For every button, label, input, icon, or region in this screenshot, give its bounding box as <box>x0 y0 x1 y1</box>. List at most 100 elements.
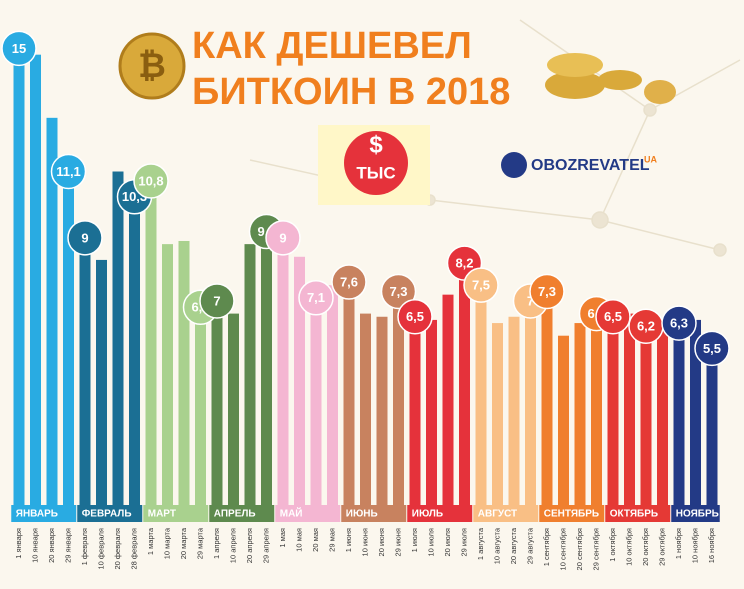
bar <box>442 294 454 522</box>
x-tick-label: 20 августа <box>509 527 518 564</box>
legend-label: ФЕВРАЛЬ <box>82 509 132 520</box>
value-label-bubble <box>529 273 565 310</box>
month-bands: ЯНВАРЬ ФЕВРАЛЬ МАРТ АПРЕЛЬ МАЙ ИЮНЬ ИЮЛЬ АВГУСТ… <box>11 505 720 522</box>
value-label: 6,5 <box>604 309 622 324</box>
x-tick-label: 29 июня <box>393 528 402 556</box>
badge-symbol: $ <box>369 131 383 158</box>
bar <box>459 263 470 522</box>
x-tick-label: 29 апреля <box>261 528 270 563</box>
x-tick-label: 20 июля <box>443 528 452 557</box>
x-tick-label: 20 мая <box>311 528 320 552</box>
logo-suffix: UA <box>644 154 657 164</box>
bar <box>30 54 41 523</box>
x-tick-label: 29 июля <box>459 528 468 557</box>
value-label: 7,3 <box>389 284 407 299</box>
x-tick-label: 29 марта <box>195 527 204 559</box>
title-line: КАК ДЕШЕВЕЛ <box>192 25 472 67</box>
value-label-bubble <box>298 280 334 316</box>
bar <box>13 48 25 522</box>
x-tick-label: 10 февраля <box>96 528 105 570</box>
value-label-bubble <box>694 330 730 367</box>
bar <box>409 316 421 522</box>
month-band <box>341 505 407 522</box>
x-tick-label: 10 июня <box>360 528 369 556</box>
x-tick-label: 10 января <box>30 528 39 563</box>
x-tick-label: 20 июня <box>377 528 386 556</box>
x-tick-label: 20 марта <box>179 527 188 559</box>
value-label-bubble <box>67 220 103 256</box>
x-tick-label: 20 октября <box>641 528 650 566</box>
plot: ЯНВАРЬ ФЕВРАЛЬ МАРТ АПРЕЛЬ МАЙ ИЮНЬ ИЮЛЬ АВГУСТ… <box>1 30 730 570</box>
legend-label: НОЯБРЬ <box>676 509 719 520</box>
value-label: 7 <box>213 293 220 308</box>
x-tick-label: 29 мая <box>327 528 336 552</box>
bar <box>79 237 91 522</box>
bar <box>376 316 388 522</box>
x-tick-label: 1 ноября <box>674 528 683 559</box>
x-tick-label: 10 марта <box>162 527 171 559</box>
bar <box>145 180 157 522</box>
bitcoin-coin: ₿ <box>118 32 186 100</box>
x-tick-label: 1 октября <box>608 528 617 562</box>
logo-icon <box>501 152 527 178</box>
x-tick-label: 20 февраля <box>113 528 122 570</box>
value-label-bubble <box>463 267 499 303</box>
title-line: БИТКОИН В 2018 <box>192 71 510 113</box>
bar <box>393 291 404 522</box>
bar <box>558 335 569 522</box>
month-band <box>671 505 720 522</box>
value-label: 9 <box>279 230 286 245</box>
bar <box>63 171 74 522</box>
x-tick-label: 10 сентября <box>558 528 567 570</box>
x-tick-label: 1 июля <box>410 528 419 552</box>
month-band <box>143 505 209 522</box>
month-band <box>539 505 605 522</box>
x-tick-label: 1 августа <box>476 527 485 560</box>
x-tick-label: 16 ноября <box>707 528 716 563</box>
bar <box>360 313 371 522</box>
value-label: 5,5 <box>703 341 721 356</box>
legend-label: ИЮНЬ <box>346 509 378 520</box>
month-band <box>407 505 473 522</box>
bar <box>690 319 701 522</box>
x-tick-label: 1 марта <box>146 527 155 555</box>
legend-label: АПРЕЛЬ <box>214 509 256 520</box>
month-band <box>209 505 275 522</box>
month-band <box>473 505 539 522</box>
x-tick-label: 29 августа <box>525 527 534 564</box>
value-label: 9 <box>81 230 88 245</box>
x-tick-label: 20 сентября <box>575 528 584 570</box>
legend-label: МАЙ <box>280 507 303 520</box>
bar <box>426 319 437 522</box>
legend-label: ИЮЛЬ <box>412 509 443 520</box>
network-decoration <box>249 19 741 257</box>
bar <box>310 297 322 522</box>
x-tick-label: 10 ноября <box>690 528 699 563</box>
month-band <box>77 505 143 522</box>
value-label: 15 <box>12 41 26 56</box>
value-label: 7,1 <box>307 290 325 305</box>
bar <box>706 348 718 522</box>
month-band <box>605 505 671 522</box>
bar <box>492 323 503 522</box>
legend-label: СЕНТЯБРЬ <box>544 509 599 520</box>
x-tick-label: 20 апреля <box>245 528 254 563</box>
value-label: 7,6 <box>340 274 358 289</box>
value-label: 11,1 <box>56 164 81 179</box>
x-tick-label: 29 января <box>63 528 72 563</box>
bar <box>591 313 602 522</box>
badge-text: ТЫС <box>356 163 395 182</box>
bar <box>640 326 652 522</box>
bar <box>343 282 355 522</box>
value-label: 7,3 <box>538 284 556 299</box>
value-label-bubble <box>331 264 367 300</box>
x-tick-label: 10 июля <box>426 528 435 557</box>
value-label-bubble <box>661 305 697 341</box>
bar <box>178 240 190 522</box>
value-label: 6,5 <box>406 309 424 324</box>
value-label-bubble <box>50 153 87 190</box>
month-band <box>275 505 341 522</box>
logo-text: OBOZREVATEL <box>531 157 650 174</box>
bar <box>525 300 536 522</box>
